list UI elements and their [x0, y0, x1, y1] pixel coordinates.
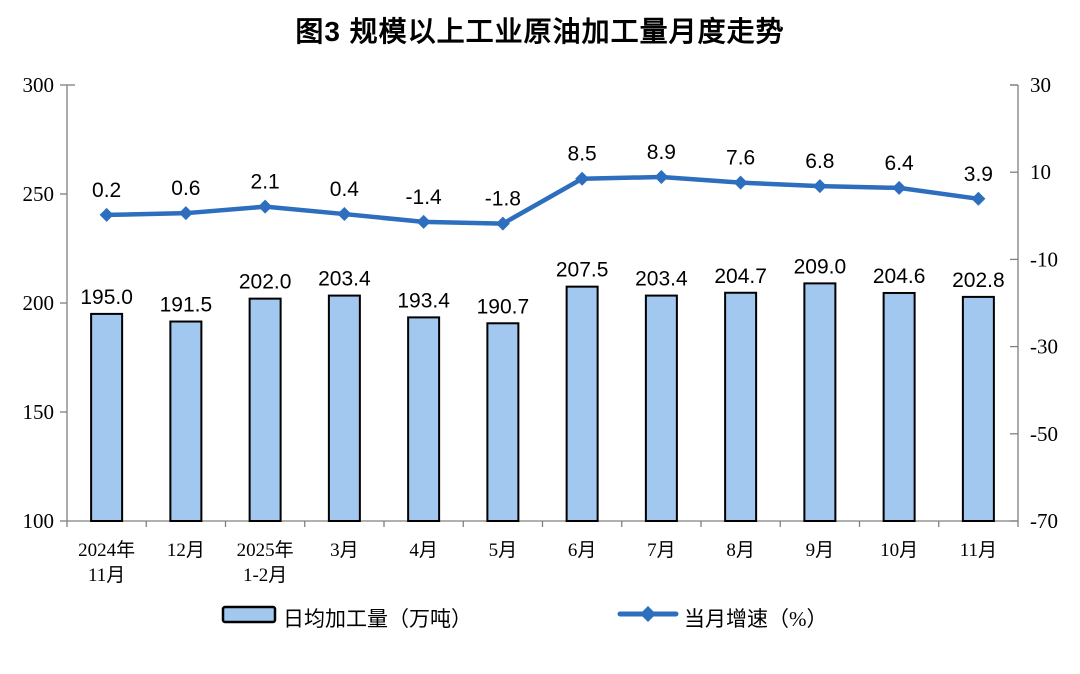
- line-data-label: 2.1: [251, 171, 280, 194]
- bar: [169, 320, 203, 522]
- x-axis-label: 9月: [806, 540, 835, 561]
- x-axis-label: 1-2月: [243, 565, 287, 586]
- bar: [644, 294, 678, 523]
- bar: [565, 285, 599, 522]
- line-data-label: 8.9: [647, 141, 676, 164]
- bar: [90, 312, 124, 522]
- bar-data-label: 195.0: [80, 286, 133, 309]
- line-marker-diamond: [733, 175, 748, 190]
- line-data-label: -1.4: [406, 186, 443, 209]
- line-marker-diamond: [812, 179, 827, 194]
- bar: [724, 291, 758, 522]
- x-axis-label: 8月: [726, 540, 755, 561]
- bar: [882, 291, 916, 522]
- bar-data-label: 203.4: [318, 268, 371, 291]
- line-marker-diamond: [99, 207, 114, 222]
- x-axis-label: 2025年: [237, 539, 294, 561]
- legend-line-label: 当月增速（%）: [684, 607, 828, 631]
- legend-bar-label: 日均加工量（万吨）: [283, 607, 472, 631]
- x-axis-label: 2024年: [78, 539, 135, 561]
- bar-data-label: 203.4: [635, 268, 688, 291]
- right-axis-tick-label: 30: [1030, 73, 1051, 97]
- x-axis-label: 3月: [330, 540, 359, 561]
- line-data-label: 3.9: [964, 163, 993, 186]
- x-axis-label: 6月: [568, 540, 597, 561]
- line-marker-diamond: [495, 216, 510, 231]
- bar-data-label: 191.5: [160, 294, 213, 317]
- right-axis-tick-label: -10: [1030, 247, 1058, 271]
- bar: [407, 316, 441, 522]
- right-axis-tick-label: 10: [1030, 160, 1051, 184]
- left-axis-tick-label: 300: [23, 73, 55, 97]
- growth-line: [104, 174, 981, 226]
- bar-data-label: 202.8: [952, 269, 1005, 292]
- right-axis-tick-label: -70: [1030, 509, 1058, 533]
- line-marker-diamond: [178, 206, 193, 221]
- bar-data-label: 193.4: [397, 289, 450, 312]
- line-marker-diamond: [416, 214, 431, 229]
- left-axis-tick-label: 100: [23, 509, 55, 533]
- x-axis-label: 12月: [167, 540, 205, 561]
- line-data-label: 0.2: [92, 179, 121, 202]
- bar-data-label: 207.5: [556, 259, 609, 282]
- right-axis-tick-label: -50: [1030, 422, 1058, 446]
- legend-line-marker-diamond: [640, 606, 656, 622]
- line-marker-diamond: [575, 171, 590, 186]
- left-axis-tick-label: 150: [23, 400, 55, 424]
- bar-data-label: 204.7: [714, 265, 767, 288]
- line-data-label: 6.4: [885, 152, 915, 175]
- x-axis-label: 10月: [880, 540, 918, 561]
- bar-data-label: 190.7: [477, 295, 530, 318]
- bar: [327, 294, 361, 523]
- line-marker-diamond: [892, 180, 907, 195]
- bar: [961, 295, 995, 522]
- bar-data-label: 209.0: [794, 255, 847, 278]
- line-marker-diamond: [971, 191, 986, 206]
- x-axis-label: 11月: [960, 540, 997, 561]
- bar: [248, 297, 282, 523]
- bar: [486, 322, 520, 522]
- bar: [803, 282, 837, 522]
- line-marker-diamond: [654, 169, 669, 184]
- line-data-label: 6.8: [805, 150, 834, 173]
- x-axis-label: 4月: [409, 540, 438, 561]
- bar-data-label: 202.0: [239, 271, 292, 294]
- left-axis-tick-label: 200: [23, 291, 55, 315]
- chart-title: 图3 规模以上工业原油加工量月度走势: [295, 16, 785, 47]
- bar-data-label: 204.6: [873, 265, 926, 288]
- legend-bar-swatch: [221, 605, 277, 624]
- right-axis-tick-label: -30: [1030, 335, 1058, 359]
- line-data-label: 0.4: [330, 178, 360, 201]
- line-data-label: 0.6: [171, 177, 200, 200]
- line-data-label: 8.5: [568, 143, 597, 166]
- left-axis-tick-label: 250: [23, 182, 55, 206]
- x-axis-label: 5月: [489, 540, 518, 561]
- line-data-label: 7.6: [726, 147, 755, 170]
- x-axis-label: 7月: [647, 540, 676, 561]
- line-marker-diamond: [258, 199, 273, 214]
- line-marker-diamond: [337, 207, 352, 222]
- line-data-label: -1.8: [485, 188, 521, 211]
- x-axis-label: 11月: [88, 565, 125, 586]
